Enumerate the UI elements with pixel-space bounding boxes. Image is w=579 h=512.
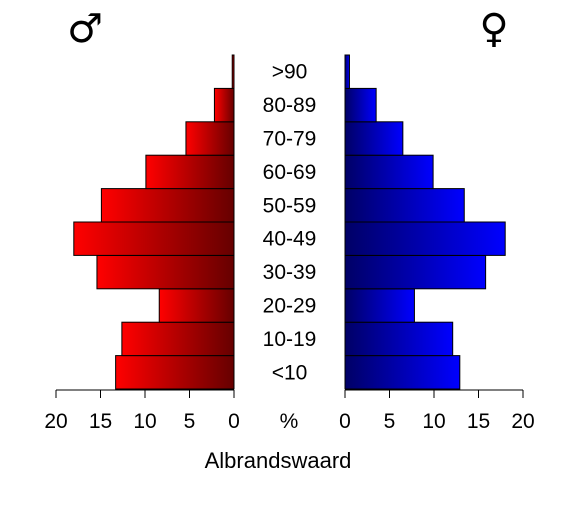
bar-female-2	[344, 288, 415, 323]
age-label-3: 30-39	[263, 261, 317, 284]
chart-title: Albrandswaard	[205, 448, 352, 473]
bar-female-9	[344, 54, 350, 89]
age-label-1: 10-19	[263, 328, 317, 351]
female-bars	[344, 54, 506, 390]
bar-male-4	[73, 221, 235, 256]
male-x-axis: 0 5 10 15 20	[44, 389, 240, 433]
bar-male-2	[158, 288, 235, 323]
male-tick-label-10: 10	[133, 410, 156, 433]
bar-female-4	[344, 221, 506, 256]
bar-female-6	[344, 154, 434, 190]
female-x-axis: 0 5 10 15 20	[339, 389, 535, 433]
age-label-2: 20-29	[263, 295, 317, 318]
male-tick-label-15: 15	[89, 410, 112, 433]
bar-female-7	[344, 121, 404, 156]
bar-female-5	[344, 188, 465, 223]
male-bars	[73, 54, 235, 390]
female-tick-label-15: 15	[467, 410, 490, 433]
bar-female-0	[344, 355, 461, 390]
female-tick-label-5: 5	[384, 410, 396, 433]
age-label-5: 50-59	[263, 194, 317, 217]
bar-male-3	[96, 254, 235, 290]
male-tick-label-5: 5	[184, 410, 196, 433]
female-symbol: ♀	[479, 6, 508, 52]
age-label-8: 80-89	[263, 94, 317, 117]
age-label-4: 40-49	[263, 228, 317, 251]
male-tick-label-20: 20	[44, 410, 67, 433]
male-symbol: ♂	[67, 6, 103, 52]
bar-female-3	[344, 254, 487, 290]
bar-male-8	[213, 87, 235, 123]
female-tick-label-0: 0	[339, 410, 351, 433]
bar-male-6	[145, 154, 235, 190]
age-label-7: 70-79	[263, 128, 317, 151]
bar-male-5	[100, 188, 235, 223]
bar-male-9	[231, 54, 235, 89]
age-label-9: >90	[272, 61, 308, 84]
male-tick-label-0: 0	[228, 410, 240, 433]
female-tick-label-20: 20	[511, 410, 534, 433]
percent-axis-label: %	[280, 410, 299, 433]
age-group-labels: <10 10-19 20-29 30-39 40-49 50-59 60-69 70-79 80…	[263, 61, 317, 385]
bar-female-8	[344, 87, 377, 123]
age-label-6: 60-69	[263, 161, 317, 184]
age-label-0: <10	[272, 361, 308, 384]
bar-male-1	[121, 321, 235, 357]
bar-female-1	[344, 321, 454, 357]
bar-male-7	[185, 121, 235, 156]
bar-male-0	[115, 355, 235, 390]
female-tick-label-10: 10	[422, 410, 445, 433]
